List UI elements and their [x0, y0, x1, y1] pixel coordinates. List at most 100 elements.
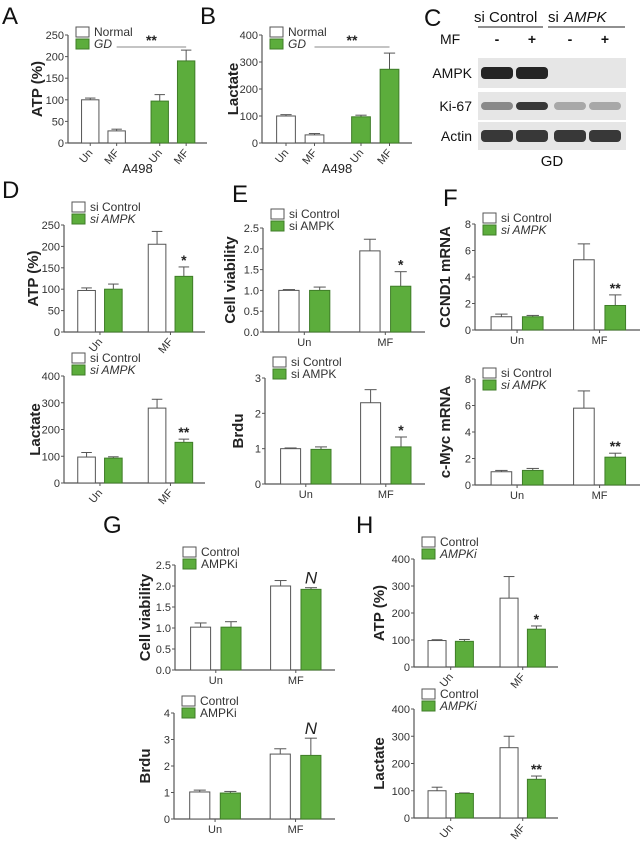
bar-gd-mf: [379, 68, 400, 144]
bar-ampki-un: [454, 792, 474, 819]
x-tick-label: MF: [592, 335, 608, 347]
legend-label: Control: [440, 687, 479, 701]
bar-si-ampk-un: [521, 469, 544, 486]
legend-swatch: [421, 700, 436, 712]
blot-band: [516, 67, 548, 79]
legend-label: AMPKi: [439, 699, 477, 713]
bar-si-ampk-un: [104, 457, 123, 484]
blot-header-si-control: si Control: [474, 9, 537, 26]
x-tick-label: MF: [156, 487, 176, 507]
bar-si-control-mf: [147, 243, 167, 333]
x-tick-label: Un: [208, 824, 222, 836]
y-tick-label: 2.0: [244, 244, 259, 256]
y-tick-label: 100: [46, 95, 64, 107]
legend-label: Control: [440, 535, 479, 549]
y-tick-label: 0: [255, 479, 261, 491]
y-tick-label: 2: [164, 761, 170, 773]
y-tick-label: 50: [52, 116, 64, 128]
y-tick-label: 1: [164, 788, 170, 800]
bar-si-ampk-mf: [604, 456, 627, 486]
y-tick-label: 250: [42, 220, 60, 232]
bar-si-ampk-mf: [174, 275, 194, 333]
significance-marker: **: [146, 32, 157, 48]
x-tick-label: Un: [77, 147, 95, 165]
y-tick-label: 2.5: [156, 560, 171, 572]
y-tick-label: 100: [42, 284, 60, 296]
x-tick-label: MF: [509, 671, 529, 691]
legend-label: si AMPK: [90, 212, 137, 226]
y-axis-label: ATP (%): [29, 61, 46, 117]
bar-si-ampk-un: [309, 289, 331, 333]
blot-band: [481, 67, 513, 79]
legend-label: si AMPK: [90, 363, 137, 377]
legend-swatch: [269, 38, 284, 50]
y-tick-label: 0: [54, 478, 60, 490]
y-tick-label: 0: [465, 325, 471, 337]
bar-si-ampk-un: [310, 448, 332, 485]
y-tick-label: 150: [42, 263, 60, 275]
bar-si-control-un: [490, 316, 513, 331]
y-tick-label: 2: [465, 299, 471, 311]
y-tick-label: 150: [46, 73, 64, 85]
y-axis-label: Cell viability: [222, 236, 239, 324]
y-tick-label: 8: [465, 219, 471, 231]
x-axis-label: A498: [322, 161, 352, 176]
legend-swatch: [181, 695, 196, 707]
legend-label: si Control: [90, 351, 141, 365]
significance-marker: N: [305, 569, 318, 588]
y-tick-label: 0: [404, 813, 410, 825]
x-tick-label: MF: [377, 337, 393, 349]
bar-ampki-mf: [526, 628, 546, 668]
bar-si-control-mf: [573, 407, 595, 486]
legend-swatch: [272, 368, 287, 380]
blot-row-ki-67: [478, 92, 626, 120]
legend-swatch: [71, 201, 86, 213]
bar-si-control-mf: [360, 402, 382, 485]
y-tick-label: 200: [240, 84, 258, 96]
significance-marker: **: [610, 438, 621, 454]
x-tick-label: Un: [297, 337, 311, 349]
legend-label: si AMPK: [501, 223, 548, 237]
bar-control-mf: [499, 747, 519, 819]
blot-band: [554, 130, 586, 142]
x-tick-label: MF: [378, 489, 394, 501]
y-axis-label: Cell viability: [137, 573, 154, 661]
x-tick-label: Un: [273, 147, 291, 165]
y-tick-label: 200: [42, 425, 60, 437]
bar-si-ampk-un: [521, 316, 544, 331]
legend-swatch: [181, 707, 196, 719]
y-tick-label: 100: [42, 451, 60, 463]
x-tick-label: Un: [510, 490, 524, 502]
panel-label-g: G: [103, 512, 122, 539]
legend-swatch: [269, 26, 284, 38]
y-axis-label: Lactate: [371, 737, 388, 790]
x-tick-label: MF: [103, 147, 123, 167]
y-tick-label: 400: [392, 704, 410, 716]
legend-label: si AMPK: [289, 219, 334, 233]
bar-control-un: [190, 626, 212, 671]
panel-label-e: E: [232, 181, 248, 208]
y-axis-label: Brdu: [137, 749, 154, 784]
legend-swatch: [71, 352, 86, 364]
bar-ampki-mf: [526, 778, 546, 819]
legend-label: AMPKi: [201, 557, 238, 571]
y-tick-label: 200: [392, 608, 410, 620]
panel-label-h: H: [356, 512, 373, 539]
legend-label: Normal: [94, 25, 133, 39]
y-tick-label: 0.0: [156, 665, 171, 677]
panel-label-d: D: [2, 177, 19, 204]
y-tick-label: 300: [392, 731, 410, 743]
x-tick-label: MF: [172, 147, 192, 167]
bar-si-ampk-mf: [390, 446, 412, 485]
y-axis-label: Lactate: [225, 63, 242, 116]
y-tick-label: 400: [42, 371, 60, 383]
y-tick-label: 0: [58, 138, 64, 150]
y-tick-label: 1: [255, 444, 261, 456]
x-tick-label: MF: [288, 824, 304, 836]
legend-swatch: [421, 688, 436, 700]
x-axis-label: A498: [122, 161, 152, 176]
legend-swatch: [182, 546, 197, 558]
bar-si-control-un: [77, 456, 96, 484]
